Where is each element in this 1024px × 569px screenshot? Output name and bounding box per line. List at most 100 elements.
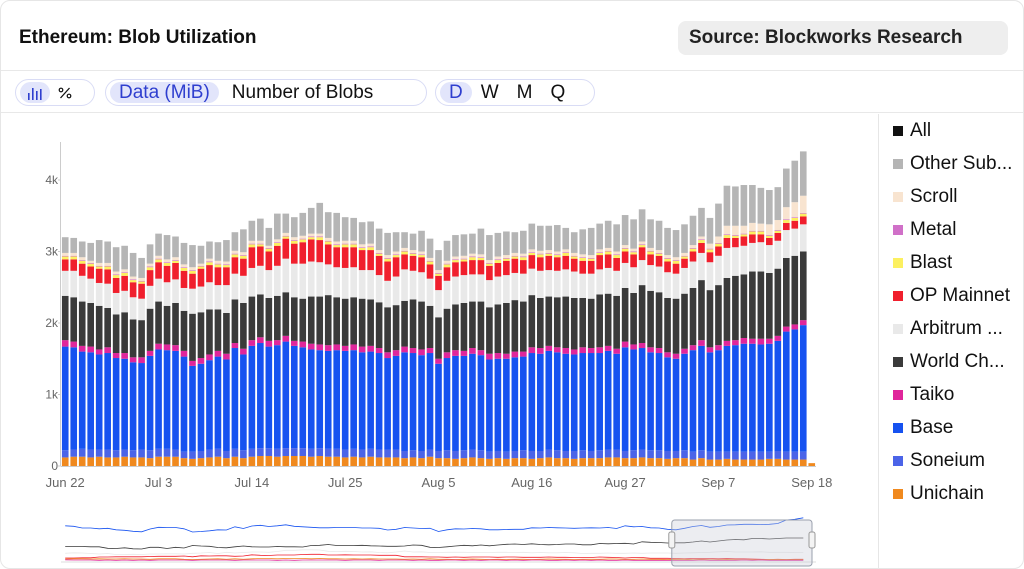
bar-segment[interactable] [553,255,561,258]
bar-segment[interactable] [596,353,603,451]
bar-segment[interactable] [570,349,578,355]
bar-segment[interactable] [299,235,307,239]
bar-segment[interactable] [672,263,680,274]
bar-segment[interactable] [706,252,714,263]
bar-segment[interactable] [630,292,637,345]
bar-segment[interactable] [638,245,646,248]
bar-segment[interactable] [333,350,341,449]
bar-segment[interactable] [409,255,417,271]
bar-segment[interactable] [596,252,603,256]
bar-segment[interactable] [384,255,391,258]
bar-segment[interactable] [95,262,103,266]
bar-segment[interactable] [189,270,196,271]
bar-segment[interactable] [647,458,654,466]
bar-segment[interactable] [341,298,349,346]
bar-segment[interactable] [324,448,332,457]
bar-segment[interactable] [307,448,315,457]
bar-segment[interactable] [604,254,612,268]
bar-segment[interactable] [409,457,417,466]
bar-stack[interactable] [783,168,790,466]
bar-stack[interactable] [443,240,451,466]
bar-segment[interactable] [112,292,120,315]
bar-segment[interactable] [808,463,816,466]
bar-segment[interactable] [265,448,273,456]
bar-segment[interactable] [536,257,544,271]
bar-stack[interactable] [469,233,476,466]
bar-segment[interactable] [333,344,341,351]
bar-segment[interactable] [698,450,705,459]
bar-segment[interactable] [486,260,493,263]
bar-segment[interactable] [316,240,324,263]
bar-segment[interactable] [570,256,578,259]
bar-segment[interactable] [384,232,391,256]
bar-segment[interactable] [146,266,154,268]
bar-segment[interactable] [706,347,714,353]
bar-segment[interactable] [791,160,799,203]
bar-segment[interactable] [503,358,510,452]
bar-segment[interactable] [655,450,663,459]
bar-segment[interactable] [545,270,553,297]
bar-segment[interactable] [223,312,230,354]
bar-segment[interactable] [587,353,595,451]
bar-segment[interactable] [621,347,629,451]
bar-segment[interactable] [180,242,188,265]
bar-segment[interactable] [672,450,680,459]
bar-segment[interactable] [799,195,807,213]
bar-segment[interactable] [95,268,103,283]
bar-segment[interactable] [511,232,519,253]
bar-segment[interactable] [197,286,205,313]
bar-segment[interactable] [613,353,620,450]
bar-segment[interactable] [197,268,205,287]
bar-stack[interactable] [553,225,561,466]
bar-stack[interactable] [435,250,442,466]
bar-segment[interactable] [689,350,697,452]
bar-segment[interactable] [570,271,578,298]
bar-segment[interactable] [715,451,722,460]
bar-segment[interactable] [163,350,171,449]
bar-segment[interactable] [155,258,162,260]
bar-stack[interactable] [231,232,239,466]
bar-segment[interactable] [553,225,561,252]
bar-segment[interactable] [740,185,748,226]
bar-segment[interactable] [155,456,162,466]
bar-segment[interactable] [138,457,145,466]
bar-segment[interactable] [163,235,171,260]
bar-segment[interactable] [723,234,731,236]
bar-segment[interactable] [562,252,570,256]
bar-segment[interactable] [503,353,510,359]
bar-segment[interactable] [452,355,459,451]
bar-segment[interactable] [409,353,417,451]
bar-segment[interactable] [367,448,374,457]
bar-segment[interactable] [528,295,536,348]
bar-segment[interactable] [749,451,756,460]
bar-segment[interactable] [418,349,425,356]
bar-segment[interactable] [70,347,78,450]
bar-segment[interactable] [257,243,264,245]
bar-segment[interactable] [799,325,807,452]
bar-segment[interactable] [240,252,247,256]
bar-segment[interactable] [706,451,714,460]
bar-segment[interactable] [274,245,281,266]
bar-segment[interactable] [61,346,69,451]
bar-segment[interactable] [672,230,680,258]
bar-segment[interactable] [621,458,629,466]
bar-segment[interactable] [477,301,485,351]
bar-segment[interactable] [206,258,213,262]
bar-segment[interactable] [553,458,561,466]
bar-segment[interactable] [511,252,519,256]
bar-segment[interactable] [672,298,680,354]
bar-segment[interactable] [180,264,188,268]
bar-segment[interactable] [520,256,527,258]
bar-segment[interactable] [732,451,739,460]
bar-segment[interactable] [78,275,86,302]
bar-segment[interactable] [61,450,69,458]
bar-segment[interactable] [536,225,544,251]
bar-segment[interactable] [757,459,765,466]
bar-segment[interactable] [791,324,799,330]
bar-segment[interactable] [799,213,807,217]
bar-segment[interactable] [562,296,570,349]
bar-segment[interactable] [189,458,196,466]
bar-segment[interactable] [460,261,468,276]
bar-stack[interactable] [87,242,94,466]
bar-segment[interactable] [435,363,442,451]
